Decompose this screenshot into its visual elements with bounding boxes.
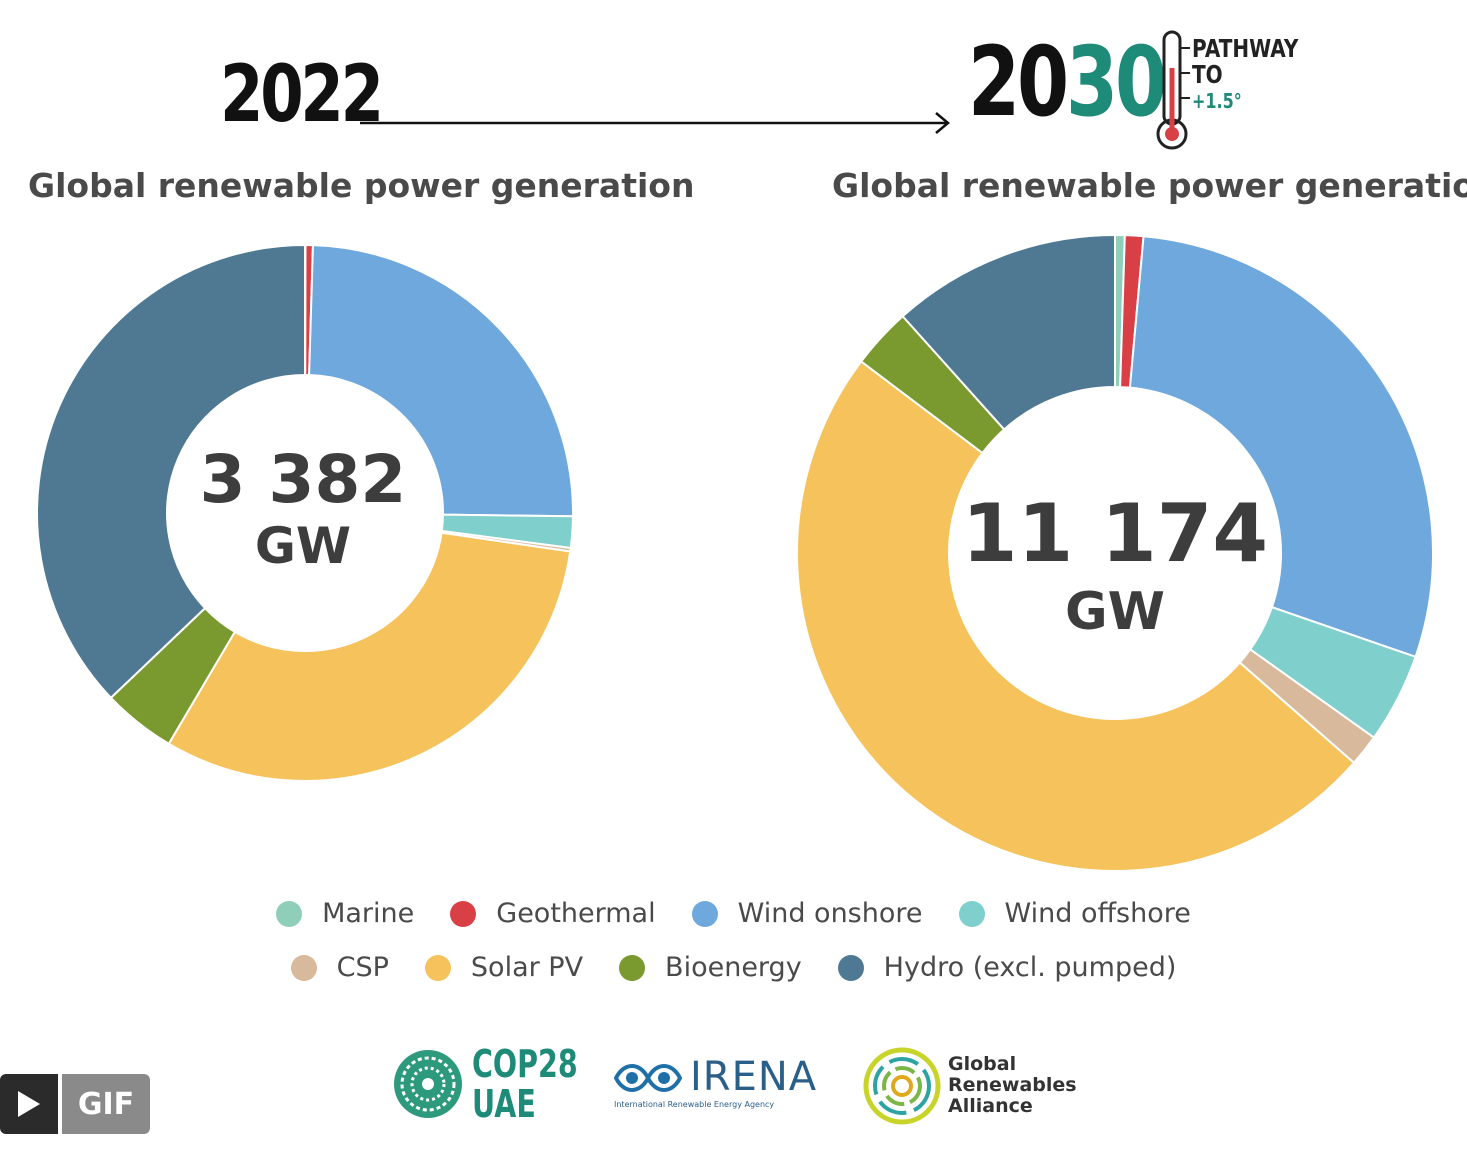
play-button[interactable]	[0, 1074, 58, 1134]
play-icon	[18, 1091, 40, 1117]
legend-label-wind-offshore: Wind offshore	[1004, 898, 1191, 929]
legend-item-wind-offshore: Wind offshore	[958, 898, 1191, 929]
legend-row-1: Marine Geothermal Wind onshore Wind offs…	[0, 898, 1467, 929]
irena-subtitle: International Renewable Energy Agency	[614, 1100, 775, 1109]
slice-2030-wind-onshore	[1128, 235, 1434, 659]
slice-2022-solar-pv	[167, 531, 572, 782]
slice-2030-hydro-excl-pumped	[901, 233, 1116, 431]
gra-logo-text: Global Renewables Alliance	[948, 1053, 1077, 1117]
legend-label-marine: Marine	[322, 898, 415, 929]
legend-item-bioenergy: Bioenergy	[619, 952, 802, 983]
center-value-2022: 3 382	[199, 441, 407, 518]
center-unit-2022: GW	[254, 517, 352, 575]
legend-swatch-marine	[276, 900, 303, 927]
legend-label-geothermal: Geothermal	[496, 898, 656, 929]
irena-emblem-icon	[613, 1064, 683, 1092]
legend-item-wind-onshore: Wind onshore	[691, 898, 923, 929]
legend-swatch-geothermal	[450, 900, 477, 927]
legend-item-marine: Marine	[276, 898, 414, 929]
center-unit-2030: GW	[1064, 582, 1166, 642]
chart-2022-title: Global renewable power generation	[28, 166, 695, 205]
legend-label-wind-onshore: Wind onshore	[737, 898, 923, 929]
chart-2030-title: Global renewable power generation	[832, 166, 1467, 205]
legend-swatch-hydro	[837, 954, 864, 981]
gif-label[interactable]: GIF	[62, 1074, 150, 1134]
end-year: 2030	[968, 26, 1167, 138]
donut-chart-2030	[796, 233, 1434, 872]
center-value-2030: 11 174	[961, 487, 1269, 580]
gif-play-control[interactable]: GIF	[0, 1074, 150, 1134]
pathway-label: PATHWAY TO +1.5°	[1192, 34, 1299, 114]
legend-label-solar-pv: Solar PV	[470, 952, 584, 983]
slice-2022-hydro-excl-pumped	[36, 243, 306, 700]
timeline-arrow	[360, 112, 950, 134]
thermometer-icon	[1156, 30, 1190, 150]
legend-item-hydro: Hydro (excl. pumped)	[837, 952, 1177, 983]
donut-chart-2022	[36, 243, 574, 782]
gra-emblem-icon	[863, 1047, 941, 1125]
irena-logo-text: IRENA	[690, 1054, 818, 1100]
legend-swatch-csp	[290, 954, 317, 981]
legend-swatch-wind-offshore	[958, 900, 985, 927]
start-year: 2022	[220, 50, 384, 140]
legend-swatch-wind-onshore	[691, 900, 718, 927]
legend-swatch-solar-pv	[424, 954, 451, 981]
legend-label-csp: CSP	[336, 952, 389, 983]
legend-item-csp: CSP	[290, 952, 389, 983]
legend-row-2: CSP Solar PV Bioenergy Hydro (excl. pump…	[0, 952, 1467, 983]
legend-item-solar-pv: Solar PV	[424, 952, 584, 983]
slice-2030-solar-pv	[796, 360, 1356, 872]
cop28-logo-text: COP28 UAE	[472, 1042, 578, 1126]
cop28-emblem-icon	[394, 1050, 462, 1118]
legend-label-bioenergy: Bioenergy	[665, 952, 802, 983]
legend-item-geothermal: Geothermal	[450, 898, 656, 929]
legend-label-hydro: Hydro (excl. pumped)	[883, 952, 1177, 983]
slice-2022-wind-onshore	[308, 244, 574, 518]
legend-swatch-bioenergy	[619, 954, 646, 981]
